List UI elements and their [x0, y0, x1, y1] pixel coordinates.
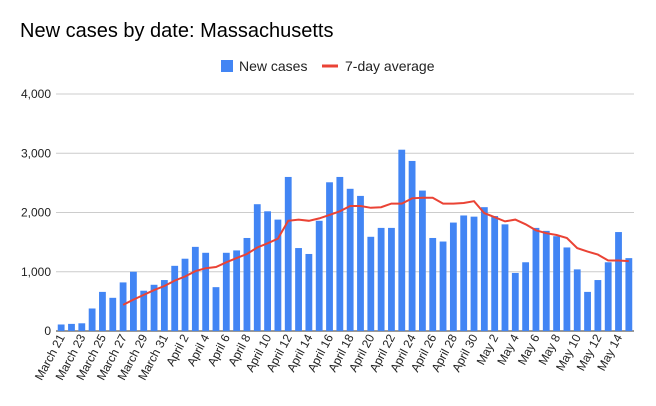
series-line-7-day-average — [122, 196, 629, 306]
y-tick-label: 4,000 — [21, 87, 51, 101]
bar — [305, 253, 313, 331]
bar — [449, 222, 457, 331]
bar — [408, 160, 416, 331]
bar — [150, 284, 158, 331]
bar — [253, 204, 261, 331]
bar — [604, 262, 612, 331]
y-tick-label: 0 — [44, 324, 51, 338]
bar — [140, 290, 148, 331]
legend-label-new-cases: New cases — [239, 58, 307, 74]
bar — [274, 219, 282, 331]
bar — [615, 232, 622, 331]
bar — [439, 241, 447, 331]
bar — [88, 308, 96, 331]
bar — [336, 176, 344, 331]
bar — [573, 269, 581, 331]
bar — [202, 252, 210, 331]
bar — [594, 280, 602, 331]
bar — [388, 227, 395, 331]
bar — [233, 250, 241, 331]
bar — [130, 271, 137, 331]
bar — [119, 282, 127, 331]
bar — [460, 215, 468, 331]
bar — [501, 224, 509, 331]
bar — [222, 252, 230, 331]
legend: New cases 7-day average — [221, 58, 435, 74]
bar — [284, 176, 292, 331]
bar — [326, 182, 333, 331]
bar — [99, 291, 106, 331]
bar — [160, 280, 168, 331]
bar — [398, 149, 406, 331]
y-tick-label: 2,000 — [21, 206, 51, 220]
bar — [470, 216, 478, 331]
bar — [357, 195, 364, 331]
bar — [553, 236, 560, 331]
bar — [295, 248, 302, 331]
bar — [563, 247, 571, 331]
bar — [532, 227, 540, 331]
bar — [419, 190, 426, 331]
bar — [68, 323, 75, 331]
legend-swatch-new-cases — [221, 60, 233, 72]
bar — [191, 246, 199, 331]
bar — [542, 230, 550, 331]
y-tick-label: 3,000 — [21, 146, 51, 160]
bar — [584, 291, 591, 331]
bar — [212, 287, 220, 331]
bar — [491, 216, 499, 331]
bar — [181, 258, 189, 331]
bar — [315, 220, 323, 331]
y-tick-label: 1,000 — [21, 265, 51, 279]
legend-label-7-day-average: 7-day average — [345, 58, 435, 74]
bar — [367, 236, 375, 331]
bar — [171, 265, 179, 331]
bar — [511, 272, 519, 331]
bar-series — [57, 149, 633, 331]
chart-title: New cases by date: Massachusetts — [20, 20, 334, 42]
bar — [377, 227, 385, 331]
bar — [109, 297, 117, 331]
y-axis-ticks: 0 1,000 2,000 3,000 4,000 — [21, 87, 51, 338]
bar — [78, 323, 86, 331]
bar — [480, 207, 488, 331]
bar — [243, 237, 251, 331]
bar — [625, 258, 633, 331]
bar — [522, 262, 530, 331]
bar — [346, 188, 354, 331]
bar — [264, 211, 271, 331]
bar — [57, 324, 65, 331]
bar — [429, 237, 437, 331]
